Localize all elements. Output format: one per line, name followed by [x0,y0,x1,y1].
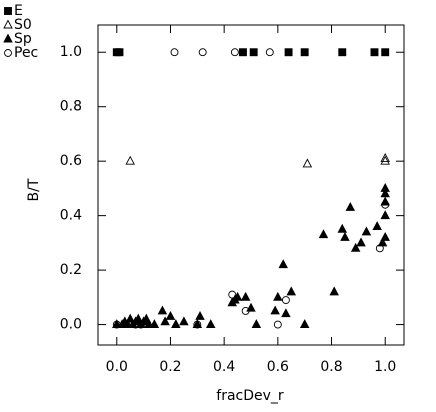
data-point [300,48,309,57]
data-point [240,291,251,301]
legend-label: E [14,3,23,19]
x-tick-label: 0.6 [267,359,289,375]
data-point [380,155,390,165]
data-point [380,182,390,192]
data-point [198,48,207,57]
x-tick-label: 0.2 [159,359,181,375]
data-point [286,286,297,296]
x-tick-label: 0.4 [213,359,235,375]
data-point [273,291,283,301]
data-point [251,319,262,329]
data-point [380,188,390,198]
data-point [246,302,256,312]
data-point [228,290,237,299]
data-point [278,259,288,269]
x-axis-label: fracDev_r [216,388,284,404]
data-point [160,316,170,326]
y-tick-label: 1.0 [60,44,82,60]
data-point [131,320,140,329]
data-point [230,48,239,57]
data-point [329,286,339,296]
data-point [265,48,274,57]
data-point [192,319,203,329]
data-point [375,244,384,253]
data-point [337,223,348,233]
data-point [380,210,390,220]
y-tick-label: 0.6 [60,153,82,169]
plot-frame [97,24,405,346]
data-point [380,152,390,162]
data-point [361,226,372,236]
data-point [381,200,390,209]
data-point [350,242,361,252]
x-tick-label: 0.0 [106,359,128,375]
y-tick-label: 0.0 [60,317,82,333]
data-point [270,305,280,315]
data-point [249,48,258,57]
legend-label: Sp [14,31,32,47]
y-tick-label: 0.2 [60,262,82,278]
data-point [141,313,152,323]
data-point [340,231,350,241]
y-tick-label: 0.8 [60,99,82,115]
data-point [136,320,145,329]
data-point [370,48,379,57]
data-point [381,48,390,57]
data-point [299,319,310,329]
x-tick-label: 1.0 [374,359,396,375]
data-point [112,320,121,329]
data-point [284,48,293,57]
data-point [115,48,124,57]
legend-marker [4,7,12,15]
data-point [281,296,290,305]
data-point [380,231,390,241]
data-point [205,319,216,329]
data-point [165,310,176,320]
data-point [372,221,382,230]
data-point [356,237,366,247]
data-point [170,48,179,57]
legend-label: S0 [14,17,32,33]
legend-label: Pec [14,45,38,61]
data-point [149,319,160,329]
data-point [241,307,250,315]
data-point [125,313,135,323]
data-point [302,158,313,168]
data-point [195,310,205,320]
data-point [125,155,135,165]
data-point [193,320,202,329]
data-point [179,316,189,326]
legend-marker [3,19,13,29]
data-point [171,319,181,329]
data-point [238,48,247,57]
data-point [273,320,282,329]
data-point [345,202,356,211]
data-point [318,229,329,239]
legend-marker [4,49,12,57]
y-axis-label: B/T [26,178,42,201]
data-point [338,48,347,57]
y-tick-label: 0.4 [60,208,82,224]
data-point [157,305,168,315]
x-tick-label: 0.8 [320,359,342,375]
legend-marker [3,33,13,43]
data-point [281,308,291,318]
